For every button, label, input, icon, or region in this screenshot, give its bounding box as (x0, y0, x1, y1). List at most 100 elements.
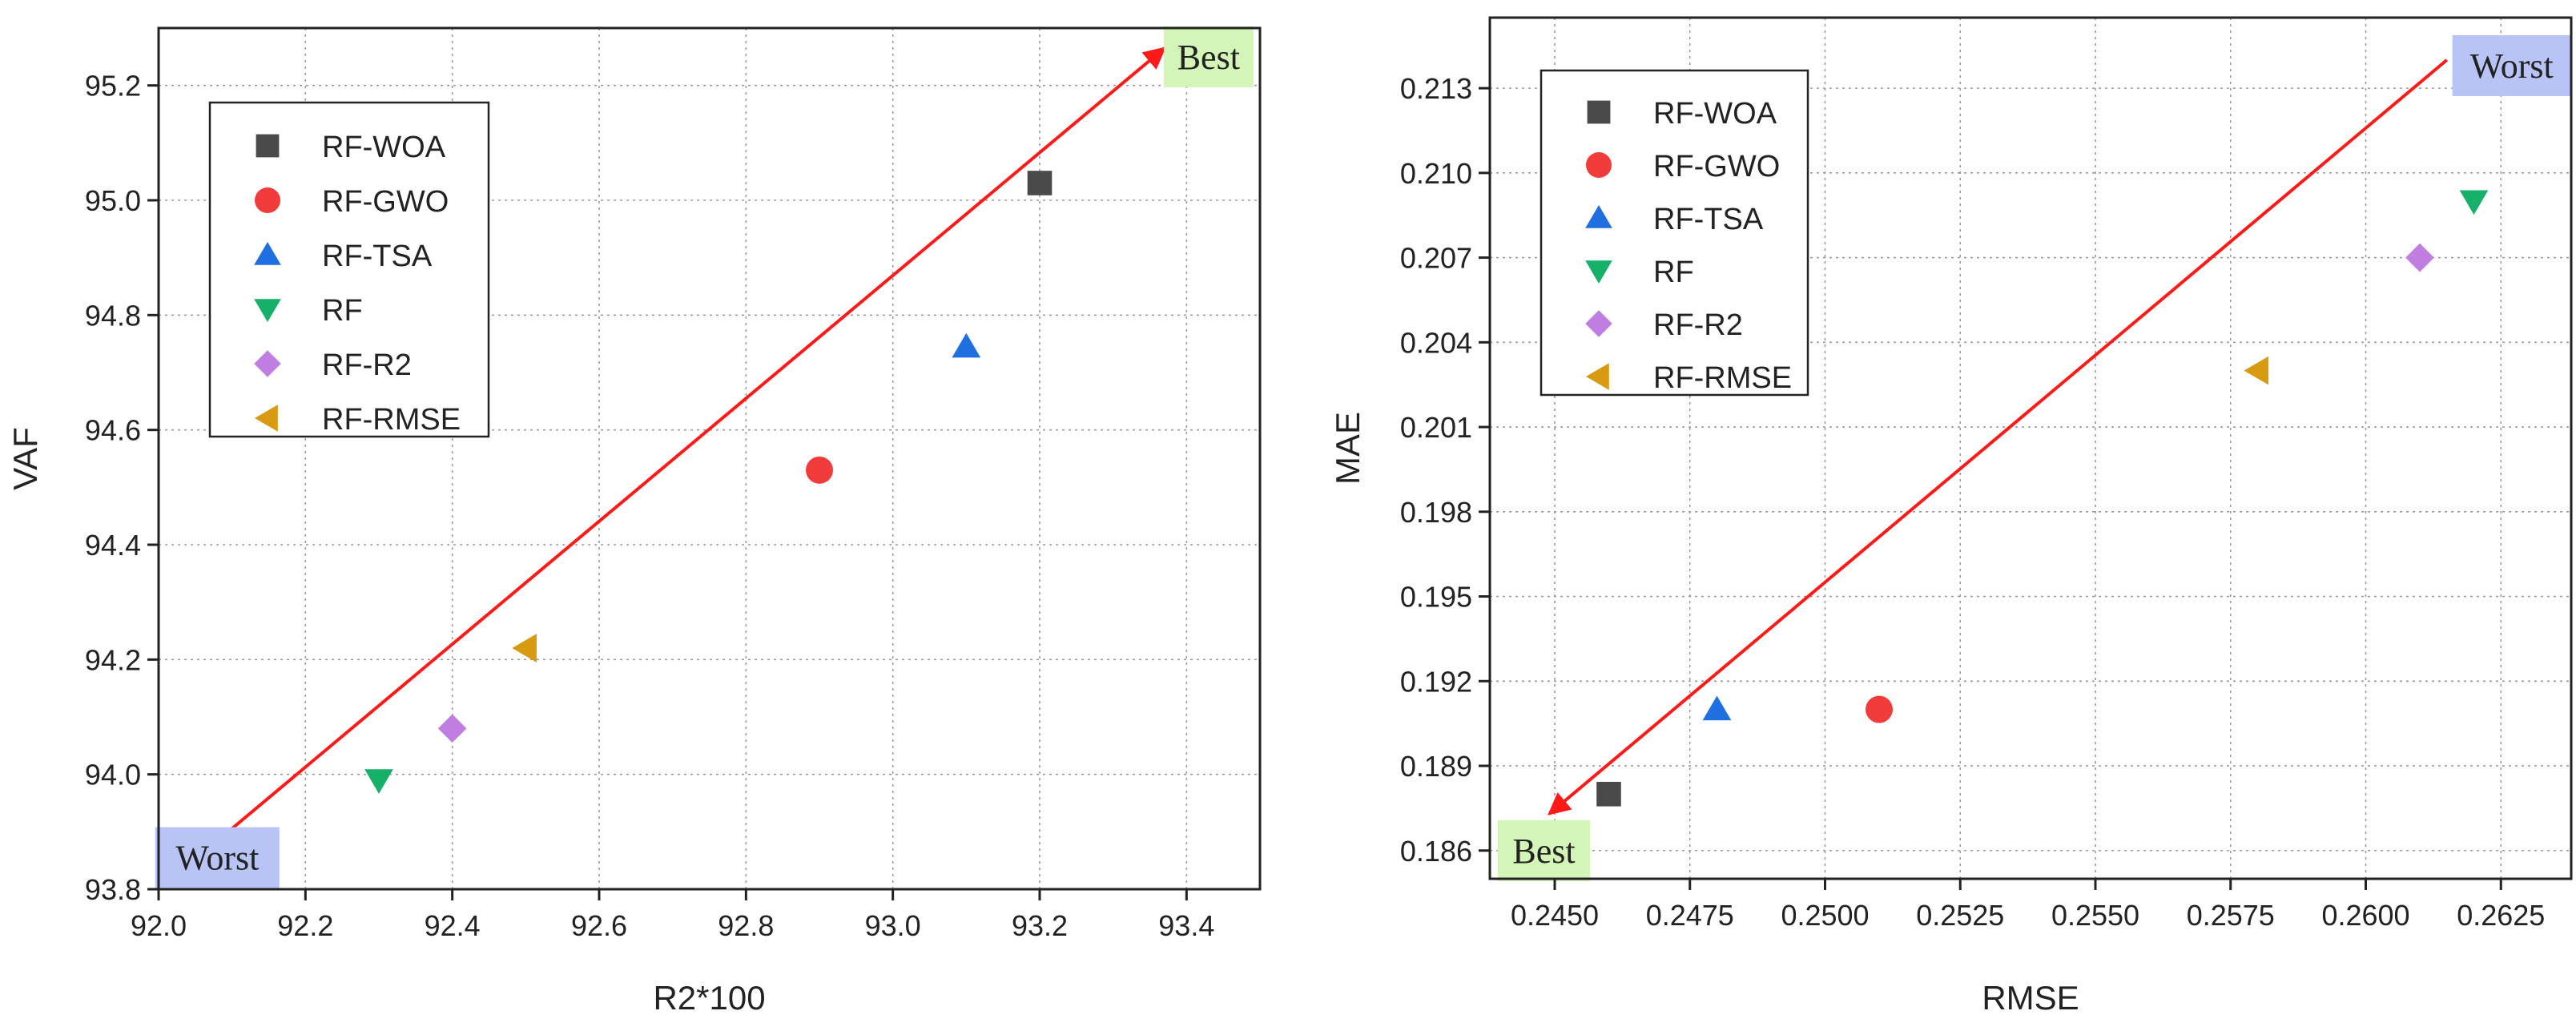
point-rf-tsa (1702, 695, 1732, 721)
legend-marker-rf-tsa (1585, 205, 1612, 228)
legend-entry-rf-rmse: RF-RMSE (1586, 361, 1792, 395)
legend-label: RF-RMSE (1653, 361, 1792, 395)
x-tick-label: 0.2575 (2187, 899, 2275, 932)
annotation-best: Best (1163, 26, 1254, 87)
point-rf-tsa (952, 332, 981, 358)
y-tick-label: 95.2 (85, 70, 141, 103)
plot-frame (1488, 16, 2573, 880)
point-rf-woa (1596, 781, 1621, 807)
legend-entry-rf-r2: RF-R2 (1585, 308, 1743, 342)
y-tick-label: 94.4 (85, 529, 141, 562)
legend-marker-rf-rmse (1586, 363, 1609, 390)
x-tick-label: 92.8 (718, 909, 774, 942)
x-tick-label: 0.2625 (2457, 899, 2545, 932)
point-rf-gwo (806, 456, 833, 484)
legend-entry-rf-rmse: RF-RMSE (255, 403, 461, 437)
x-tick-label: 0.2500 (1781, 899, 1869, 932)
annotation-best-text: Best (1177, 38, 1240, 77)
y-tick-label: 0.204 (1400, 326, 1472, 359)
legend: RF-WOA RF-GWO RF-TSA RF RF-R2 RF-RMSE (208, 101, 490, 438)
legend-label: RF-R2 (322, 348, 412, 382)
x-tick-label: 0.2600 (2321, 899, 2409, 932)
legend-label: RF (322, 294, 363, 328)
annotation-best: Best (1498, 820, 1590, 881)
y-tick-label: 94.8 (85, 299, 141, 332)
point-rf-r2 (437, 714, 467, 743)
chart-vaf-vs-r2: Best Worst 92.0 92.2 92.4 92.6 92.8 93.0 93.2 9… (6, 26, 1262, 1017)
legend-marker-rf-gwo (1586, 152, 1612, 178)
legend-entry-rf-gwo: RF-GWO (1586, 150, 1780, 183)
point-rf (2459, 190, 2489, 215)
legend-entry-rf-gwo: RF-GWO (255, 185, 449, 219)
x-tick-label: 93.2 (1012, 909, 1068, 942)
trend-arrow (223, 46, 1166, 836)
y-ticks: 93.8 94.0 94.2 94.4 94.6 94.8 95.0 95.2 (85, 70, 159, 906)
point-rf (364, 769, 393, 794)
x-tick-label: 0.2525 (1916, 899, 2004, 932)
y-tick-label: 95.0 (85, 184, 141, 217)
y-tick-label: 93.8 (85, 873, 141, 906)
annotation-box (155, 827, 280, 888)
y-tick-label: 0.201 (1400, 411, 1472, 444)
x-axis-label: RMSE (1982, 979, 2079, 1017)
y-tick-label: 0.213 (1400, 72, 1472, 105)
x-tick-label: 0.2475 (1646, 899, 1734, 932)
x-tick-label: 92.0 (131, 909, 187, 942)
y-tick-label: 0.210 (1400, 157, 1472, 190)
annotations: Best Worst (155, 26, 1254, 888)
legend-label: RF-WOA (1653, 97, 1777, 131)
legend-label: RF-GWO (322, 185, 449, 219)
x-tick-label: 0.2550 (2051, 899, 2139, 932)
arrow-layer (223, 46, 1166, 836)
legend-entry-rf-tsa: RF-TSA (254, 240, 433, 273)
point-rf-rmse (2244, 356, 2269, 385)
legend-label: RF-TSA (322, 240, 433, 273)
y-tick-label: 0.192 (1400, 665, 1472, 698)
annotation-box (2452, 34, 2571, 96)
annotation-worst: Worst (2452, 34, 2571, 96)
legend-label: RF-RMSE (322, 403, 461, 437)
chart-mae-vs-rmse: Worst Best 0.2450 0.2475 0.2500 0.2525 0.255… (1329, 16, 2573, 1017)
y-tick-label: 94.6 (85, 414, 141, 447)
y-ticks: 0.186 0.189 0.192 0.195 0.198 0.201 0.204 0.207… (1400, 72, 1490, 868)
annotations: Worst Best (1498, 34, 2571, 881)
y-axis-label: MAE (1329, 412, 1366, 485)
y-axis-label: VAF (6, 427, 44, 490)
legend-entry-rf-tsa: RF-TSA (1585, 203, 1764, 236)
x-ticks: 92.0 92.2 92.4 92.6 92.8 93.0 93.2 93.4 (131, 889, 1214, 942)
legend-marker-rf-woa (1587, 100, 1611, 124)
y-tick-label: 0.207 (1400, 242, 1472, 275)
legend-entry-rf-woa: RF-WOA (256, 131, 446, 164)
trend-arrow (1548, 58, 2449, 816)
legend-marker-rf-rmse (255, 405, 278, 432)
annotation-worst: Worst (155, 827, 280, 888)
legend-marker-rf-r2 (254, 350, 281, 377)
y-tick-label: 0.195 (1400, 581, 1472, 614)
x-tick-label: 92.2 (277, 909, 333, 942)
data-points (364, 171, 1053, 794)
legend-box (1540, 69, 1809, 397)
y-tick-label: 94.0 (85, 759, 141, 791)
arrow-layer (1548, 58, 2449, 816)
y-tick-label: 0.189 (1400, 750, 1472, 783)
legend: RF-WOA RF-GWO RF-TSA RF RF-R2 RF-RMSE (1540, 69, 1809, 397)
legend-marker-rf-woa (256, 134, 280, 158)
legend-entry-rf: RF (1585, 256, 1694, 289)
y-tick-label: 0.198 (1400, 496, 1472, 529)
x-ticks: 0.2450 0.2475 0.2500 0.2525 0.2550 0.2575 0.26… (1511, 879, 2545, 932)
annotation-box (1498, 820, 1590, 881)
x-tick-label: 0.2450 (1511, 899, 1599, 932)
grid (158, 28, 1260, 890)
legend-entry-rf: RF (254, 294, 363, 328)
annotation-worst-text: Worst (2470, 46, 2554, 86)
point-rf-rmse (512, 634, 537, 662)
legend-marker-rf (1585, 260, 1612, 284)
x-tick-label: 93.0 (865, 909, 921, 942)
point-rf-r2 (2405, 243, 2434, 272)
x-tick-label: 93.4 (1158, 909, 1214, 942)
legend-label: RF-GWO (1653, 150, 1780, 183)
x-axis-label: R2*100 (653, 979, 765, 1017)
data-points (1596, 190, 2489, 807)
x-tick-label: 92.4 (425, 909, 481, 942)
